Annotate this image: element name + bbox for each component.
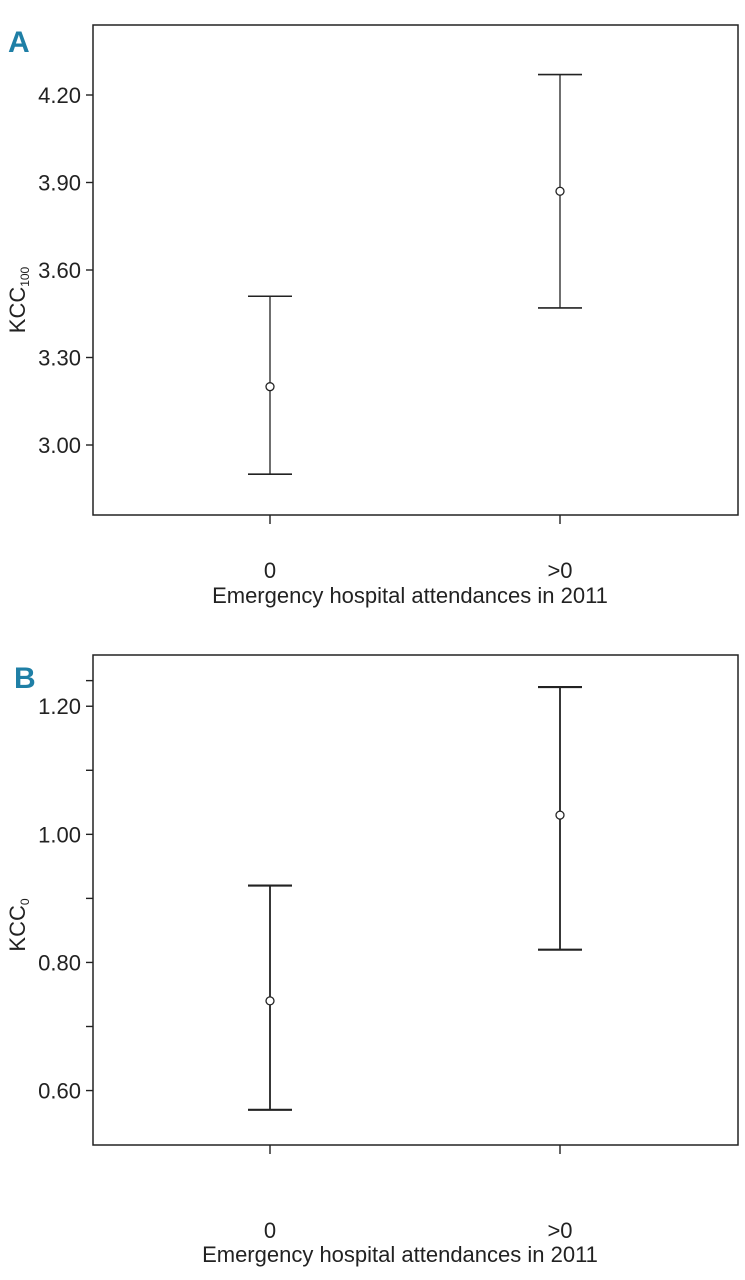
panel-b-mean-point [265, 996, 275, 1006]
panel-b-x-axis-title: Emergency hospital attendances in 2011 [202, 1242, 598, 1267]
panel-b-letter: B [14, 662, 36, 695]
panel-b-mean-point [555, 810, 565, 820]
panel-a-mean-point [265, 382, 275, 392]
panel-b-x-tick-label: >0 [547, 1218, 572, 1243]
panel-b-x-tick-label: 0 [264, 1218, 276, 1243]
panel-a-x-tick-label: 0 [264, 558, 276, 583]
panel-b: B 0.600.801.001.20 0 >0 KCC0 Emergency ho… [5, 654, 739, 1267]
panel-b-y-axis-title-subscript: 0 [18, 898, 32, 905]
panel-a-x-axis-title: Emergency hospital attendances in 2011 [212, 583, 608, 608]
panel-b-y-tick-label: 0.80 [38, 950, 81, 975]
panel-a-y-tick-label: 3.30 [38, 346, 81, 371]
panel-a-y-tick-label: 3.90 [38, 171, 81, 196]
panel-b-y-axis-title-main: KCC [5, 905, 30, 952]
panel-a-plot-frame [92, 24, 739, 516]
panel-a-y-axis-title-main: KCC [5, 287, 30, 334]
panel-a-y-tick-label: 3.00 [38, 433, 81, 458]
panel-a-mean-point [555, 186, 565, 196]
panel-b-y-axis-title: KCC0 [5, 898, 32, 951]
panel-b-y-tick-label: 1.00 [38, 822, 81, 847]
panel-a-x-axis: 0 >0 [264, 515, 573, 583]
panel-a-marks [248, 73, 582, 475]
panel-b-y-axis: 0.60 0.80 1.00 1.20 [38, 679, 93, 1104]
panel-a-x-tick-label: >0 [547, 558, 572, 583]
panel-a-y-tick-label: 4.20 [38, 83, 81, 108]
panel-a-y-tick-label: 3.60 [38, 258, 81, 283]
panel-b-y-tick-label: 1.20 [38, 694, 81, 719]
panel-a-y-axis-title: KCC100 [5, 266, 32, 333]
panel-b-marks [248, 685, 582, 1111]
panel-a-y-axis-title-subscript: 100 [18, 266, 32, 286]
panel-a: A 3.00 3.30 3.60 3.90 4.20 0 >0 KCC100 Emerge… [5, 24, 739, 608]
panel-a-letter: A [8, 26, 30, 59]
panel-b-y-tick-label: 0.60 [38, 1079, 81, 1104]
panel-b-x-axis: 0 >0 [264, 1145, 573, 1243]
panel-a-y-axis: 3.00 3.30 3.60 3.90 4.20 [38, 83, 93, 458]
panel-b-plot-frame [92, 654, 739, 1146]
